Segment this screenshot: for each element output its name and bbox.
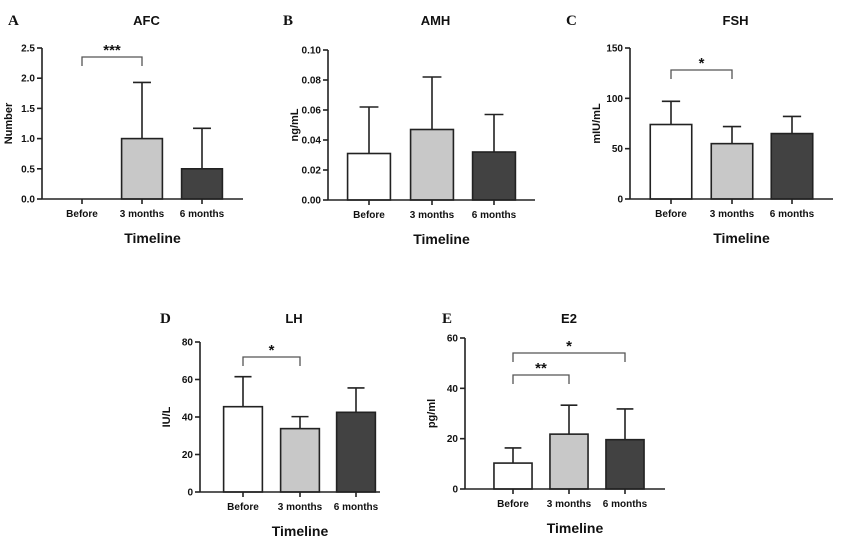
y-axis-label: mIU/mL xyxy=(591,103,603,144)
panel-B: B AMH Before 3 months 6 months 0.00 0.02 0.04 0.… xyxy=(283,13,535,247)
significance-bracket xyxy=(512,352,626,362)
y-tick-label: 20 xyxy=(447,434,459,445)
chart-title: AFC xyxy=(133,13,160,28)
y-tick-label: 0.02 xyxy=(302,166,322,177)
y-tick-label: 1.0 xyxy=(21,134,35,145)
x-tick-label: 6 months xyxy=(770,209,815,220)
panel-C: C FSH Before 3 months 6 months 0 50 100 150 mIU/m… xyxy=(566,13,833,246)
y-tick-label: 100 xyxy=(606,94,623,105)
significance-bracket xyxy=(242,356,301,366)
y-axis-label: pg/ml xyxy=(426,399,438,428)
significance-label: * xyxy=(699,55,705,72)
x-tick-label: 6 months xyxy=(334,502,379,513)
y-tick-label: 0.00 xyxy=(302,196,322,207)
bar-Before xyxy=(649,123,693,200)
y-tick-label: 2.5 xyxy=(21,44,35,55)
x-axis-label: Timeline xyxy=(547,520,604,536)
y-axis-label: ng/mL xyxy=(289,108,301,141)
significance-bracket xyxy=(512,374,570,384)
significance-label: * xyxy=(566,338,572,355)
y-tick-label: 1.5 xyxy=(21,104,35,115)
bar-Before xyxy=(493,462,533,490)
bar-Before xyxy=(222,405,264,493)
chart-title: LH xyxy=(285,311,302,326)
significance-bracket xyxy=(81,56,143,66)
y-tick-label: 0 xyxy=(452,485,458,496)
y-tick-label: 0.10 xyxy=(302,46,322,57)
x-tick-label: 6 months xyxy=(180,209,225,220)
y-axis-label: IU/L xyxy=(161,406,173,427)
x-axis-label: Timeline xyxy=(272,523,329,539)
y-tick-label: 60 xyxy=(447,334,459,345)
x-tick-label: 3 months xyxy=(278,502,323,513)
x-axis-label: Timeline xyxy=(713,230,770,246)
x-tick-label: Before xyxy=(353,210,385,221)
bar-3-months xyxy=(409,128,455,201)
y-tick-label: 0 xyxy=(617,195,623,206)
panel-label: E xyxy=(442,311,452,327)
significance-label: *** xyxy=(103,42,121,59)
x-axis-label: Timeline xyxy=(124,230,181,246)
panel-label: D xyxy=(160,311,171,327)
x-tick-label: Before xyxy=(497,499,529,510)
bar-6-months xyxy=(605,438,645,490)
y-tick-label: 0 xyxy=(187,488,193,499)
bar-Before xyxy=(346,152,392,201)
panel-D: D LH Before 3 months 6 months 0 20 40 60 80 IU/L Ti… xyxy=(160,311,380,539)
y-tick-label: 0.06 xyxy=(302,106,322,117)
panel-label: B xyxy=(283,13,293,29)
bar-6-months xyxy=(335,411,377,493)
x-tick-label: Before xyxy=(227,502,259,513)
y-tick-label: 2.0 xyxy=(21,74,35,85)
y-tick-label: 50 xyxy=(612,144,624,155)
x-tick-label: 6 months xyxy=(472,210,517,221)
bar-6-months xyxy=(180,168,224,200)
x-tick-label: 3 months xyxy=(410,210,455,221)
bar-3-months xyxy=(120,137,164,200)
y-tick-label: 0.08 xyxy=(302,76,322,87)
bar-3-months xyxy=(710,142,754,200)
bar-3-months xyxy=(549,433,589,490)
panel-label: C xyxy=(566,13,577,29)
bar-6-months xyxy=(471,151,517,201)
y-tick-label: 0.04 xyxy=(302,136,322,147)
y-tick-label: 60 xyxy=(182,375,194,386)
bar-3-months xyxy=(279,427,321,493)
y-tick-label: 80 xyxy=(182,338,194,349)
x-tick-label: 6 months xyxy=(603,499,648,510)
x-axis-label: Timeline xyxy=(413,231,470,247)
y-tick-label: 0.0 xyxy=(21,195,35,206)
y-tick-label: 150 xyxy=(606,44,623,55)
chart-title: E2 xyxy=(561,311,577,326)
y-tick-label: 20 xyxy=(182,450,194,461)
y-tick-label: 0.5 xyxy=(21,164,35,175)
chart-title: FSH xyxy=(723,13,749,28)
y-tick-label: 40 xyxy=(447,384,459,395)
x-tick-label: Before xyxy=(66,209,98,220)
chart-title: AMH xyxy=(421,13,451,28)
x-tick-label: Before xyxy=(655,209,687,220)
significance-label: ** xyxy=(535,360,547,377)
significance-bracket xyxy=(670,69,733,79)
y-axis-label: Number xyxy=(3,102,15,144)
panel-label: A xyxy=(8,13,19,29)
significance-label: * xyxy=(269,342,275,359)
x-tick-label: 3 months xyxy=(120,209,165,220)
x-tick-label: 3 months xyxy=(710,209,755,220)
x-tick-label: 3 months xyxy=(547,499,592,510)
panel-A: A AFC Before 3 months 6 months 0.0 0.5 1.0 1.5 2.… xyxy=(3,13,243,246)
y-tick-label: 40 xyxy=(182,413,194,424)
bar-6-months xyxy=(770,132,814,200)
panel-E: E E2 Before 3 months 6 months 0 20 40 60 pg/ml Tim… xyxy=(426,311,665,536)
